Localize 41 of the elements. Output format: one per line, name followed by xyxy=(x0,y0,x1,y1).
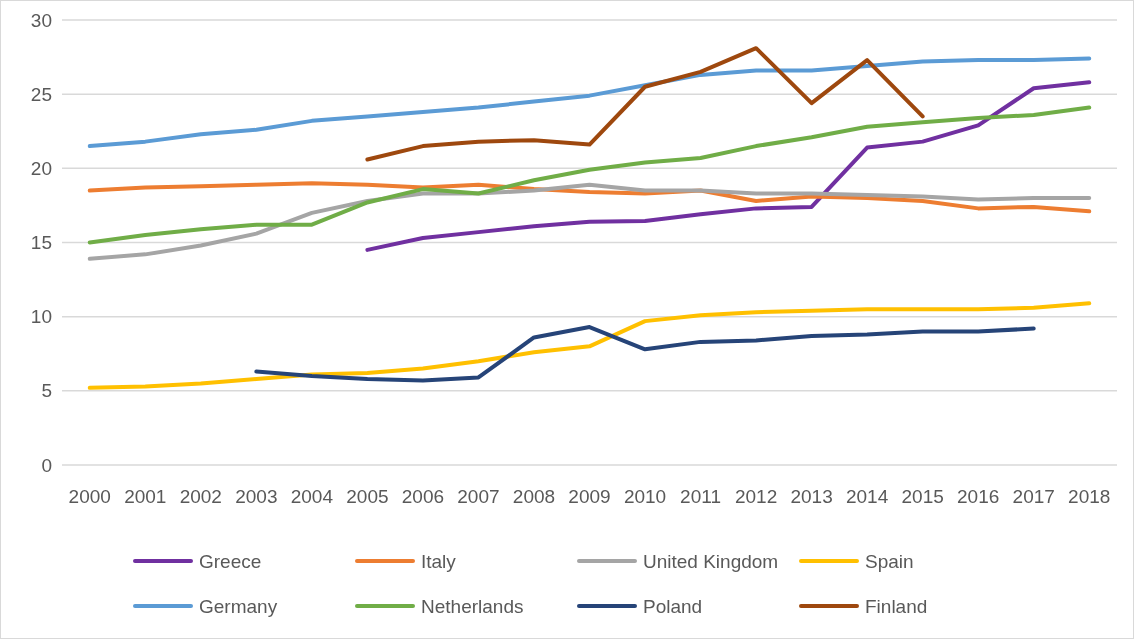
x-tick-label: 2012 xyxy=(734,486,778,507)
y-tick-label: 10 xyxy=(30,306,52,328)
y-tick-label: 20 xyxy=(30,157,52,179)
legend-label: Germany xyxy=(199,595,278,617)
y-tick-label: 30 xyxy=(30,9,52,31)
x-tick-label: 2016 xyxy=(957,486,1000,507)
legend-label: Poland xyxy=(643,595,703,617)
x-tick-label: 2017 xyxy=(1012,486,1055,507)
line-series xyxy=(365,80,1092,252)
x-tick-label: 2014 xyxy=(845,486,889,507)
legend-label: Finland xyxy=(865,595,928,617)
y-tick-label: 0 xyxy=(41,454,52,476)
y-tick-label: 25 xyxy=(30,83,52,105)
x-tick-label: 2000 xyxy=(68,486,111,507)
legend-label: Italy xyxy=(421,550,457,572)
x-tick-label: 2006 xyxy=(401,486,445,507)
legend-label: United Kingdom xyxy=(643,550,779,572)
x-tick-label: 2003 xyxy=(235,486,278,507)
y-tick-label: 15 xyxy=(30,232,52,254)
line-series xyxy=(365,46,925,162)
line-series xyxy=(87,105,1092,245)
x-tick-label: 2011 xyxy=(680,486,721,507)
x-tick-label: 2010 xyxy=(623,486,667,507)
line-series xyxy=(254,325,1036,383)
legend-label: Spain xyxy=(865,550,914,572)
x-tick-label: 2018 xyxy=(1068,486,1111,507)
y-tick-label: 5 xyxy=(41,380,52,402)
x-tick-label: 2009 xyxy=(568,486,611,507)
x-tick-label: 2008 xyxy=(512,486,556,507)
line-series xyxy=(87,301,1092,390)
x-tick-label: 2004 xyxy=(290,486,334,507)
x-tick-label: 2013 xyxy=(790,486,833,507)
line-series xyxy=(87,56,1092,149)
x-tick-label: 2007 xyxy=(457,486,500,507)
x-tick-label: 2005 xyxy=(346,486,389,507)
x-tick-label: 2002 xyxy=(179,486,222,507)
x-tick-label: 2015 xyxy=(901,486,944,507)
legend-label: Netherlands xyxy=(421,595,524,617)
x-tick-label: 2001 xyxy=(124,486,167,507)
line-series xyxy=(87,182,1092,261)
legend-label: Greece xyxy=(199,550,262,572)
